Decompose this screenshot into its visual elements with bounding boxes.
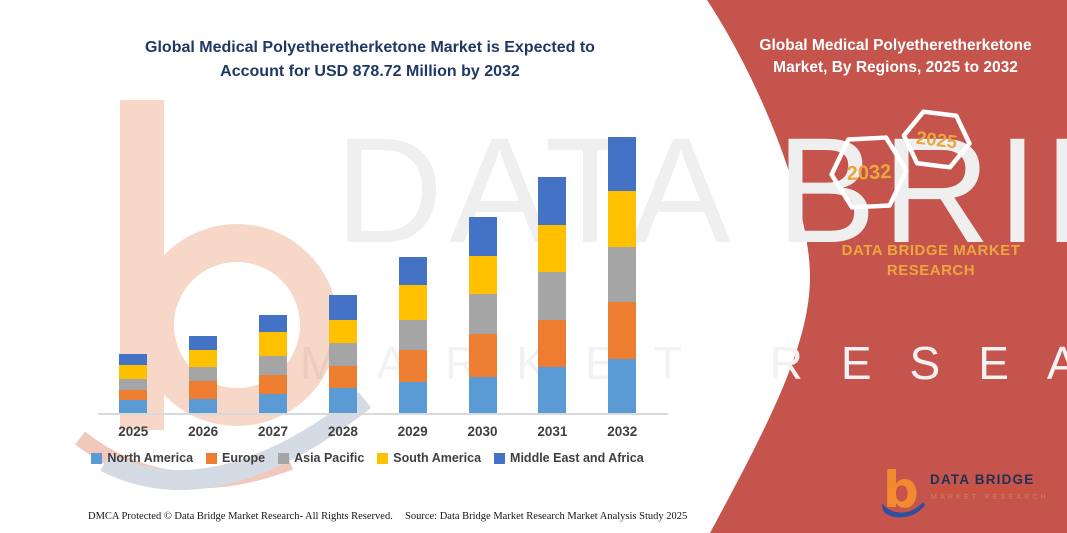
bar-segment-south-america — [328, 320, 357, 343]
bar-segment-middle-east-and-africa — [608, 136, 637, 192]
logo-name: DATA BRIDGE — [930, 472, 1035, 487]
bar-segment-north-america — [328, 388, 357, 414]
panel-brand-line1: DATA BRIDGE MARKET — [841, 242, 1021, 259]
legend-label: South America — [393, 451, 482, 465]
legend-item-south-america: South America — [377, 451, 481, 465]
chart-title-line2: Account for USD 878.72 Million by 2032 — [220, 63, 520, 80]
legend-swatch — [206, 452, 218, 464]
bar-segment-middle-east-and-africa — [538, 176, 567, 225]
bar-segment-middle-east-and-africa — [189, 335, 218, 351]
bar-segment-middle-east-and-africa — [328, 295, 357, 321]
x-axis-label: 2031 — [537, 424, 568, 439]
legend-item-asia-pacific: Asia Pacific — [278, 451, 364, 465]
x-axis-label: 2028 — [327, 424, 358, 439]
bar-segment-south-america — [119, 364, 148, 380]
bar-segment-asia-pacific — [398, 320, 427, 350]
chart-title-line1: Global Medical Polyetheretherketone Mark… — [145, 39, 595, 56]
x-axis-label: 2025 — [118, 424, 149, 439]
x-axis-label: 2027 — [257, 424, 289, 439]
x-axis-line — [98, 413, 668, 415]
legend-label: Middle East and Africa — [510, 451, 644, 465]
bar-segment-europe — [398, 350, 427, 383]
panel-brand-line2: RESEARCH — [886, 262, 976, 279]
hexagon-2025-label: 2025 — [915, 127, 958, 153]
panel-title: Global Medical Polyetheretherketone Mark… — [733, 35, 1058, 79]
hexagon-2032: 2032 — [829, 135, 909, 210]
chart-title: Global Medical Polyetheretherketone Mark… — [60, 36, 680, 84]
bar-segment-north-america — [119, 400, 148, 414]
bar-segment-south-america — [538, 224, 567, 272]
bar-segment-middle-east-and-africa — [259, 314, 287, 333]
bar-segment-asia-pacific — [538, 271, 567, 321]
bar-segment-middle-east-and-africa — [468, 216, 497, 256]
panel-title-line1: Global Medical Polyetheretherketone — [759, 37, 1032, 54]
panel-brand-text: DATA BRIDGE MARKET RESEARCH — [800, 241, 1062, 281]
legend-item-north-america: North America — [91, 451, 193, 465]
bar-segment-south-america — [398, 284, 427, 321]
legend-swatch — [377, 452, 389, 464]
legend-swatch — [278, 452, 290, 464]
x-axis-label: 2026 — [188, 424, 219, 439]
side-panel-shape — [707, 0, 1067, 533]
forecast-hexagons: 2032 2025 — [829, 109, 972, 210]
bar-segment-north-america — [608, 359, 637, 414]
bar-segment-asia-pacific — [259, 356, 287, 376]
bar-segment-middle-east-and-africa — [119, 353, 148, 365]
legend-swatch — [494, 452, 506, 464]
footer: DMCA Protected © Data Bridge Market Rese… — [0, 509, 700, 529]
x-axis-label: 2030 — [467, 424, 498, 439]
bar-segment-south-america — [259, 332, 287, 357]
bar-segment-europe — [468, 333, 497, 377]
panel-title-line2: Market, By Regions, 2025 to 2032 — [773, 59, 1018, 76]
bar-segment-asia-pacific — [468, 293, 497, 334]
bar-segment-europe — [328, 366, 357, 389]
bar-segment-middle-east-and-africa — [398, 257, 427, 285]
chart-legend: North America Europe Asia Pacific South Ame… — [55, 451, 680, 465]
bar-segment-north-america — [189, 398, 218, 414]
logo-b-icon: b — [882, 462, 925, 519]
hexagon-2032-label: 2032 — [846, 161, 892, 185]
logo-subtitle: MARKET RESEARCH — [931, 494, 1049, 501]
bar-segment-north-america — [398, 382, 427, 414]
bar-segment-asia-pacific — [119, 379, 148, 390]
bar-segment-south-america — [468, 255, 497, 294]
bar-segment-europe — [259, 375, 287, 395]
legend-swatch — [91, 452, 103, 464]
bar-segment-asia-pacific — [608, 246, 637, 303]
bar-segment-asia-pacific — [328, 342, 357, 367]
legend-label: Asia Pacific — [294, 451, 365, 465]
logo-underline — [930, 489, 1034, 491]
bar-segment-north-america — [259, 394, 287, 414]
x-axis-label: 2029 — [397, 424, 428, 439]
legend-item-europe: Europe — [206, 451, 265, 465]
legend-item-middle-east-and-africa: Middle East and Africa — [494, 451, 644, 465]
bar-segment-north-america — [538, 366, 567, 414]
bar-segment-europe — [119, 389, 148, 401]
company-logo: b DATA BRIDGE MARKET RESEARCH — [878, 460, 1058, 522]
bar-segment-north-america — [468, 376, 497, 414]
bar-segment-asia-pacific — [189, 367, 218, 382]
footer-source-text: Source: Data Bridge Market Research Mark… — [405, 511, 688, 522]
legend-label: North America — [107, 451, 194, 465]
bar-segment-europe — [608, 302, 637, 360]
bar-segment-south-america — [189, 350, 218, 368]
x-axis-label: 2032 — [607, 424, 638, 439]
bar-segment-south-america — [608, 191, 637, 247]
bar-segment-europe — [538, 320, 567, 367]
legend-label: Europe — [222, 451, 266, 465]
hexagon-2025: 2025 — [901, 109, 972, 170]
footer-dmca-text: DMCA Protected © Data Bridge Market Rese… — [88, 511, 393, 522]
bar-segment-europe — [189, 381, 218, 399]
